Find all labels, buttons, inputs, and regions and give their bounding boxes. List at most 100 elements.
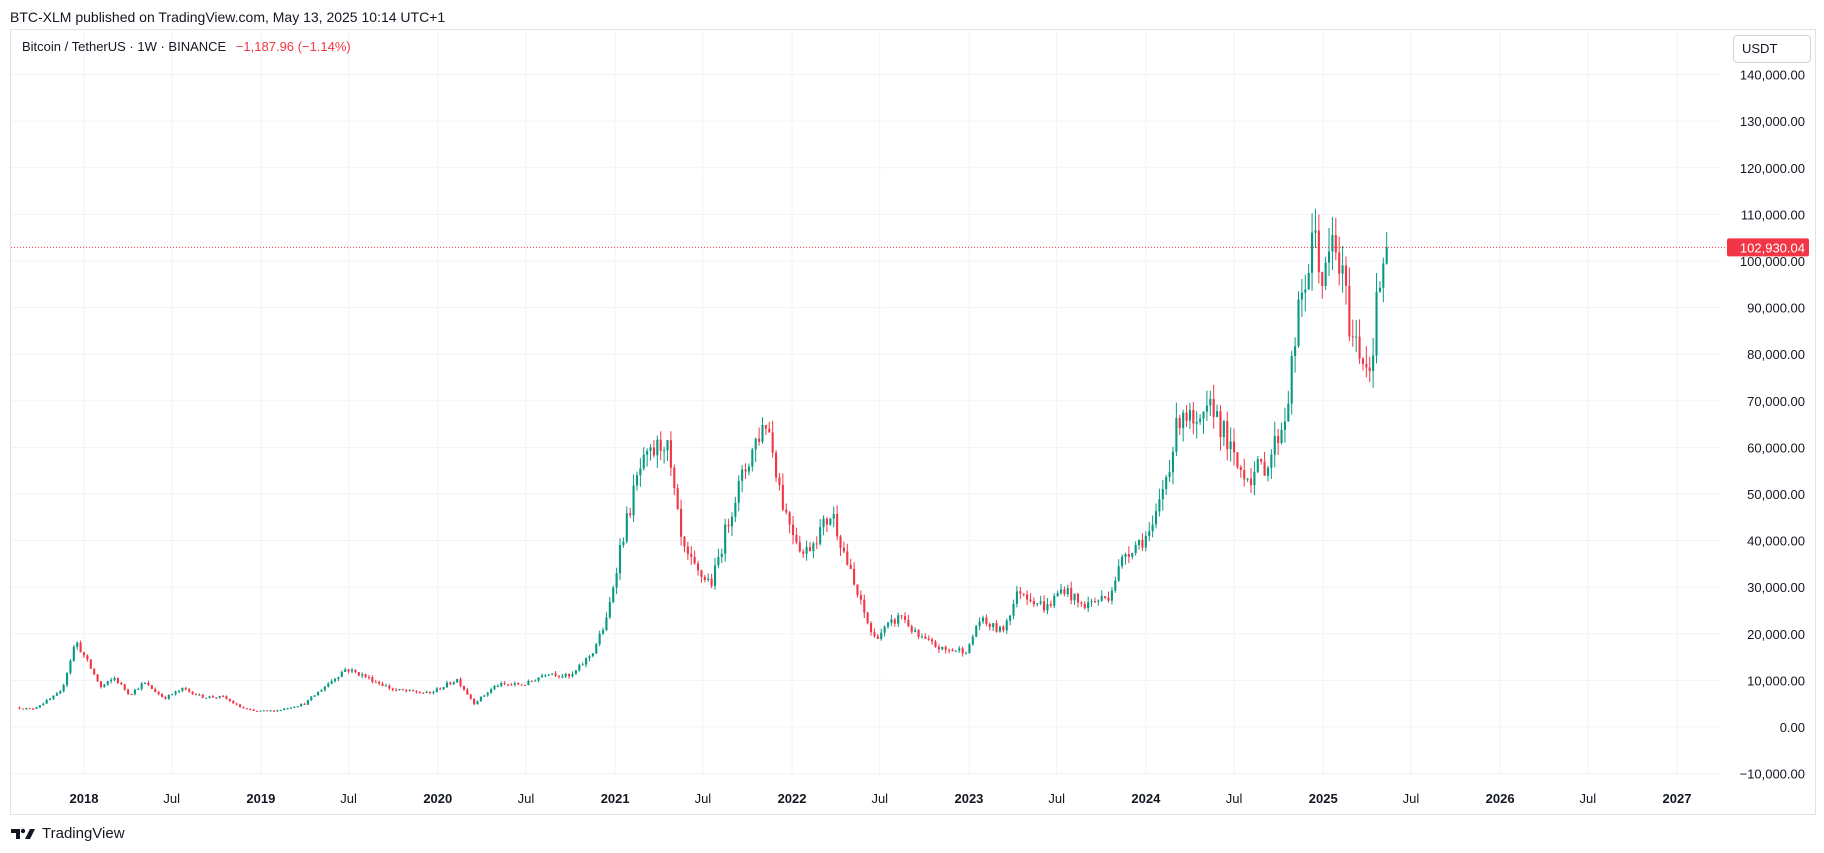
tradingview-logo-icon — [11, 828, 35, 839]
candle-body — [808, 547, 812, 552]
candle-body — [1232, 441, 1236, 453]
candle-body — [564, 673, 567, 677]
candle-body — [588, 656, 591, 659]
candle-body — [191, 691, 194, 695]
candle-body — [222, 695, 225, 697]
candle-body — [727, 524, 730, 527]
candle-body — [177, 690, 181, 692]
candle-body — [493, 685, 496, 690]
price-change: −1,187.96 (−1.14%) — [235, 39, 351, 54]
candle-body — [35, 707, 38, 709]
candle-body — [310, 696, 313, 701]
candle-body — [381, 683, 384, 687]
candle-body — [272, 710, 276, 712]
candle-body — [849, 564, 852, 569]
candle-body — [652, 447, 655, 456]
candle-body — [452, 682, 455, 685]
candle-body — [829, 518, 832, 525]
candle-body — [1375, 291, 1378, 356]
candle-body — [730, 516, 734, 527]
candle-body — [897, 615, 900, 624]
candle-body — [910, 626, 913, 632]
chart-frame[interactable] — [10, 29, 1816, 815]
candle-body — [303, 703, 306, 705]
candle-body — [38, 705, 41, 708]
candle-body — [208, 696, 211, 698]
candle-body — [378, 681, 381, 684]
candle-body — [276, 710, 279, 712]
candle-body — [1138, 539, 1141, 546]
candle-body — [418, 692, 421, 694]
candle-body — [1043, 601, 1046, 611]
candle-body — [666, 440, 669, 451]
candle-body — [249, 708, 252, 710]
candle-body — [395, 689, 398, 691]
candle-body — [1036, 603, 1039, 605]
candle-body — [1341, 265, 1344, 274]
footer-brand[interactable]: TradingView — [10, 825, 125, 842]
candle-body — [578, 664, 581, 671]
candle-body — [1344, 265, 1348, 286]
candle-body — [1171, 451, 1175, 473]
candle-body — [59, 691, 62, 694]
candle-body — [781, 484, 784, 510]
candle-body — [327, 683, 330, 687]
candle-body — [456, 679, 459, 683]
candle-body — [605, 617, 608, 631]
candle-body — [547, 674, 550, 676]
candle-body — [880, 632, 883, 639]
candle-body — [1283, 421, 1286, 430]
candle-body — [1351, 336, 1354, 338]
candle-body — [1331, 235, 1334, 252]
candle-body — [534, 680, 537, 682]
currency-unit-button[interactable]: USDT — [1733, 35, 1811, 63]
candle-body — [768, 428, 771, 433]
candle-body — [28, 708, 31, 710]
candle-body — [635, 475, 639, 486]
price-axis: −10,000.00 0.00 10,000.00 20,000.00 30,000.0… — [1740, 68, 1805, 782]
candle-body — [785, 509, 788, 513]
y-tick-label: 80,000.00 — [1747, 347, 1805, 362]
candle-body — [608, 602, 611, 618]
candle-body — [150, 685, 153, 690]
candle-body — [642, 454, 645, 469]
candle-body — [1134, 545, 1137, 554]
candle-body — [1151, 524, 1154, 532]
candle-body — [517, 683, 520, 685]
candle-body — [415, 691, 418, 693]
candle-body — [432, 691, 435, 693]
candle-body — [751, 449, 754, 467]
candle-body — [215, 697, 218, 699]
candle-body — [374, 681, 377, 683]
candle-body — [116, 678, 119, 683]
candle-body — [300, 703, 303, 707]
candle-body — [1307, 272, 1310, 290]
candle-body — [1327, 251, 1331, 263]
candle-body — [741, 469, 744, 481]
candle-body — [581, 664, 584, 666]
candle-body — [1195, 421, 1198, 424]
candle-body — [103, 684, 106, 688]
candle-body — [462, 686, 466, 690]
candle-body — [211, 696, 214, 698]
candle-body — [802, 551, 805, 554]
candle-body — [690, 553, 693, 557]
candle-body — [255, 710, 259, 712]
candle-body — [686, 546, 689, 554]
candle-body — [632, 485, 635, 516]
candle-body — [836, 514, 839, 537]
candle-body — [500, 683, 503, 686]
candle-body — [96, 674, 99, 682]
candle-body — [1324, 262, 1327, 286]
y-tick-label: 50,000.00 — [1747, 487, 1805, 502]
y-tick-label: 10,000.00 — [1747, 673, 1805, 688]
candle-body — [1039, 601, 1042, 604]
candle-body — [595, 644, 598, 654]
candle-body — [344, 669, 347, 672]
candle-body — [496, 685, 499, 687]
candle-body — [1287, 403, 1290, 422]
candle-body — [707, 578, 710, 580]
candle-body — [975, 626, 978, 637]
candle-body — [262, 710, 265, 712]
